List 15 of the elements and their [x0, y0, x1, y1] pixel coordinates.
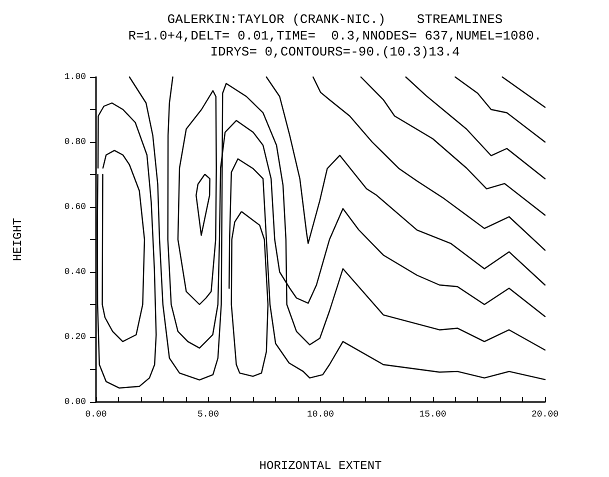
x-tick-label: 10.00 — [306, 410, 334, 420]
x-tick-label: 5.00 — [197, 410, 220, 420]
y-tick-label: 0.60 — [64, 202, 86, 212]
chart-title: GALERKIN:TAYLOR (CRANK-NIC.) STREAMLINES — [167, 12, 503, 27]
y-tick-label: 0.20 — [64, 332, 86, 342]
y-tick-label: 0.40 — [64, 267, 86, 277]
x-tick-label: 15.00 — [419, 410, 446, 420]
y-tick-label: 1.00 — [64, 72, 86, 82]
chart-subtitle: R=1.0+4,DELT= 0.01,TIME= 0.3,NNODES= 637,NUMEL=1080. IDRYS= 0,CONTOURS=-90.(10.3)13.4 — [128, 28, 542, 60]
y-tick-label: 0.80 — [64, 137, 86, 147]
x-axis-title: HORIZONTAL EXTENT — [259, 459, 382, 473]
y-tick-label: 0.00 — [64, 397, 86, 407]
x-tick-label: 20.00 — [531, 410, 559, 420]
x-tick-label: 0.00 — [85, 410, 107, 420]
y-axis-title: HEIGHT — [11, 218, 25, 262]
